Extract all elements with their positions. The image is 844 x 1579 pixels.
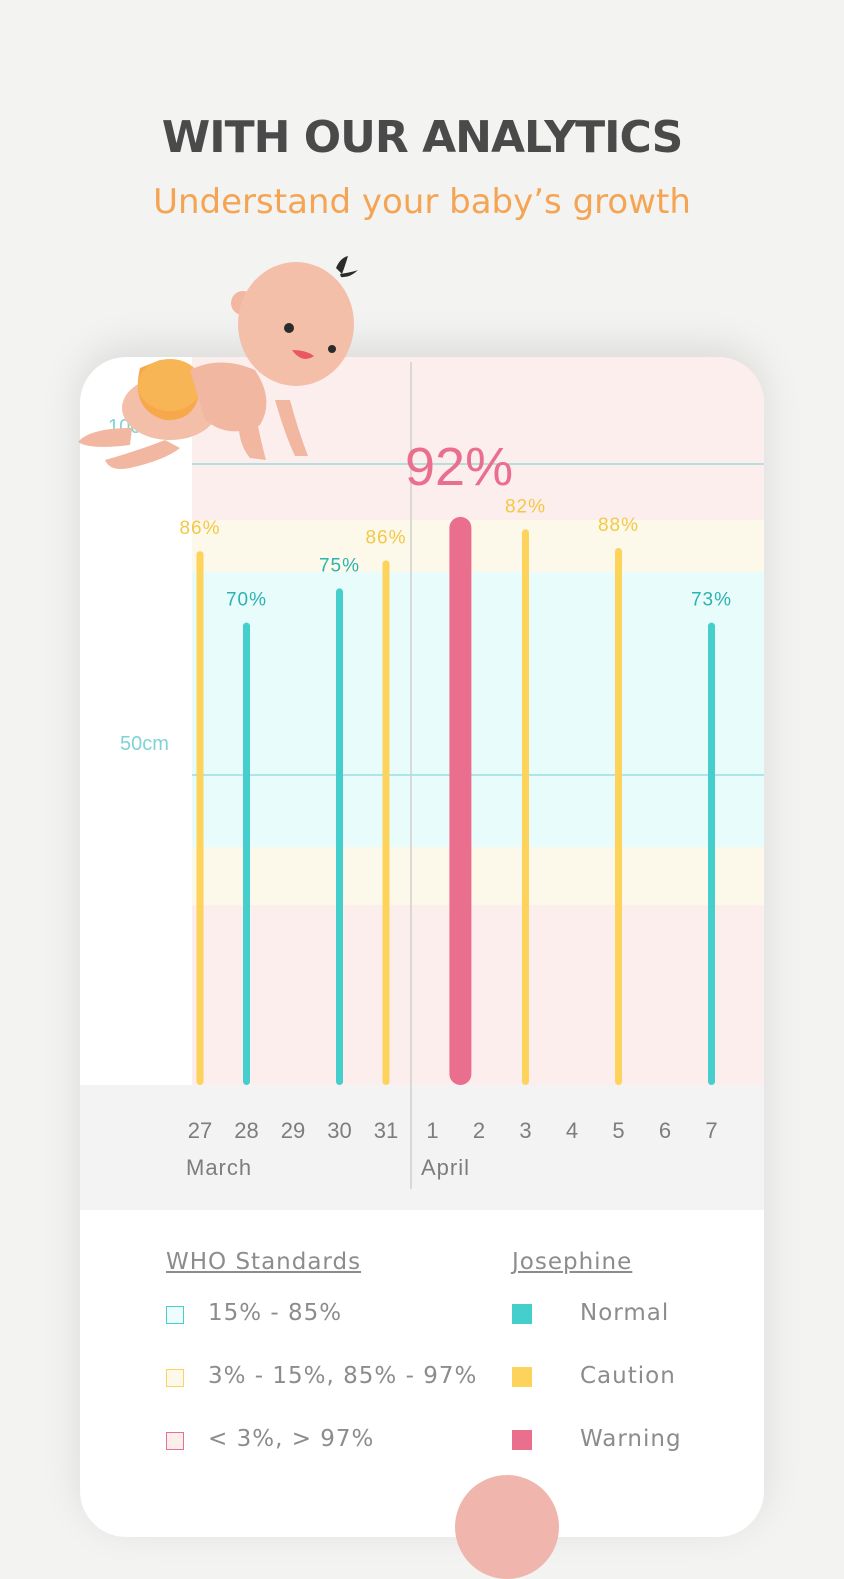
bars-group: 86%70%75%86%82%88%73%	[179, 496, 732, 1085]
legend-who-item: 15% - 85%	[208, 1300, 343, 1326]
legend-who-title: WHO Standards	[166, 1249, 362, 1275]
bar-value-label: 82%	[505, 496, 546, 517]
bar-caution[interactable]	[522, 529, 529, 1085]
bar-normal[interactable]	[243, 622, 250, 1085]
growth-chart: 100 50cm 86%70%75%86%82%88%73% 27 28 29 30 3…	[80, 357, 764, 1210]
x-axis-area	[80, 1085, 764, 1210]
day-label[interactable]: 2	[473, 1118, 485, 1143]
day-label[interactable]: 31	[374, 1118, 398, 1143]
day-label[interactable]: 4	[566, 1118, 578, 1143]
month-label-march: March	[186, 1155, 252, 1180]
band-normal	[192, 572, 764, 847]
bar-value-label: 88%	[598, 515, 639, 536]
bar-normal[interactable]	[708, 622, 715, 1085]
day-label[interactable]: 6	[659, 1118, 671, 1143]
day-label[interactable]: 1	[426, 1118, 438, 1143]
baby-illustration	[78, 256, 358, 469]
bar-normal[interactable]	[336, 588, 343, 1085]
floating-avatar-peek	[455, 1475, 559, 1579]
bar-value-label: 75%	[319, 555, 360, 576]
legend-who-item: 3% - 15%, 85% - 97%	[208, 1363, 478, 1389]
day-label[interactable]: 3	[519, 1118, 531, 1143]
band-caution-top	[192, 520, 764, 572]
swatch-who-normal	[166, 1306, 184, 1324]
swatch-who-caution	[166, 1369, 184, 1387]
bar-caution[interactable]	[615, 547, 622, 1085]
day-label[interactable]: 28	[234, 1118, 258, 1143]
legend-child-item: Normal	[580, 1300, 670, 1326]
swatch-caution	[512, 1367, 532, 1387]
legend-child-item: Caution	[580, 1363, 676, 1389]
day-label[interactable]: 30	[327, 1118, 351, 1143]
month-label-april: April	[421, 1155, 470, 1180]
y-tick-label: 50cm	[120, 733, 169, 755]
legend-child-item: Warning	[580, 1426, 682, 1452]
band-warning-bottom	[192, 905, 764, 1085]
legend-who-item: < 3%, > 97%	[208, 1426, 375, 1452]
swatch-warning	[512, 1430, 532, 1450]
swatch-who-warning	[166, 1432, 184, 1450]
bar-caution[interactable]	[382, 560, 390, 1085]
day-label[interactable]: 7	[705, 1118, 717, 1143]
highlight-value: 92%	[405, 437, 513, 497]
bar-caution[interactable]	[196, 551, 204, 1085]
subheadline: Understand your baby’s growth	[153, 182, 691, 222]
bar-value-label: 86%	[365, 527, 406, 548]
band-caution-bottom	[192, 847, 764, 905]
day-label[interactable]: 27	[188, 1118, 212, 1143]
day-label[interactable]: 29	[281, 1118, 305, 1143]
bar-value-label: 70%	[226, 590, 267, 611]
day-label[interactable]: 5	[612, 1118, 624, 1143]
phone-frame: 100 50cm 86% 70% 75% 86% 82% 88% 73% 27 28 29 30 3…	[80, 357, 764, 1537]
bar-warning[interactable]	[449, 516, 472, 1085]
bar-value-label: 86%	[179, 518, 220, 539]
day-labels-group: 27 28 29 30 31 1 2 3 4 5 6 7	[188, 1118, 718, 1143]
headline: WITH OUR ANALYTICS	[161, 112, 684, 163]
legend-child-title: Josephine	[512, 1249, 633, 1275]
swatch-normal	[512, 1304, 532, 1324]
bar-value-label: 73%	[691, 590, 732, 611]
